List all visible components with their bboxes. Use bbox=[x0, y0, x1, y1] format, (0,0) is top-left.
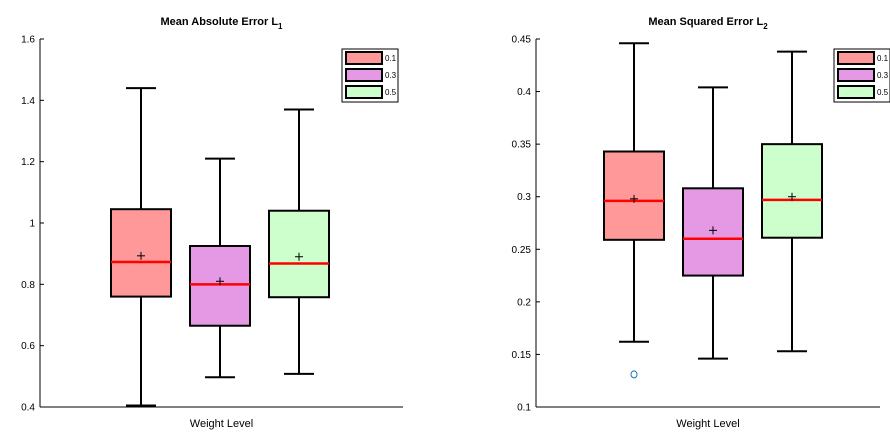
y-tick-label: 1.4 bbox=[21, 96, 35, 107]
box-0.1 bbox=[603, 42, 665, 379]
y-tick-label: 1 bbox=[29, 219, 35, 230]
box-0.5 bbox=[761, 50, 823, 353]
y-tick-label: 0.1 bbox=[517, 403, 531, 414]
y-tick-label: 0.6 bbox=[21, 341, 35, 352]
y-tick-label: 0.15 bbox=[512, 350, 532, 361]
chart-title-text: Mean Squared Error L bbox=[648, 16, 763, 28]
y-tick-label: 0.4 bbox=[21, 403, 35, 414]
box-0.3 bbox=[682, 86, 744, 360]
box-0.5 bbox=[268, 108, 330, 375]
legend-label: 0.5 bbox=[877, 88, 889, 97]
y-tick-label: 0.3 bbox=[517, 192, 531, 203]
chart-title-subscript: 2 bbox=[763, 22, 768, 31]
y-tick-label: 1.2 bbox=[21, 157, 35, 168]
legend-label: 0.3 bbox=[385, 71, 397, 80]
y-tick-label: 0.2 bbox=[517, 297, 531, 308]
y-tick-label: 1.6 bbox=[21, 35, 35, 46]
x-axis-label: Weight Level bbox=[676, 418, 739, 430]
box-0.3 bbox=[189, 157, 251, 379]
legend-swatch-0.1 bbox=[837, 51, 875, 65]
iqr-box bbox=[189, 245, 251, 327]
chart-panel-2: 0.1 0.15 0.2 0.25 0.3 0.35 0.4 0.45 Mean Squared… bbox=[512, 16, 890, 430]
y-tick-label: 0.35 bbox=[512, 140, 532, 151]
legend-swatch-0.5 bbox=[345, 85, 383, 99]
legend-swatch-0.5 bbox=[837, 85, 875, 99]
legend-label: 0.5 bbox=[385, 88, 397, 97]
box-0.1 bbox=[110, 87, 172, 407]
outlier-point bbox=[630, 370, 638, 379]
chart-title: Mean Squared Error L2 bbox=[648, 16, 768, 31]
legend: 0.1 0.3 0.5 bbox=[833, 48, 890, 103]
chart-panel-1: 0.4 0.6 0.8 1 1.2 1.4 1.6 Mean Absolute Error L… bbox=[21, 16, 403, 430]
y-tick-label: 0.25 bbox=[512, 245, 532, 256]
legend: 0.1 0.3 0.5 bbox=[341, 48, 399, 103]
chart-title-subscript: 1 bbox=[278, 22, 283, 31]
legend-swatch-0.3 bbox=[345, 68, 383, 82]
y-tick-label: 0.45 bbox=[512, 35, 532, 46]
legend-label: 0.3 bbox=[877, 71, 889, 80]
legend-label: 0.1 bbox=[877, 54, 889, 63]
legend-swatch-0.3 bbox=[837, 68, 875, 82]
y-tick-label: 0.8 bbox=[21, 280, 35, 291]
chart-title: Mean Absolute Error L1 bbox=[160, 16, 283, 31]
x-axis-label: Weight Level bbox=[190, 418, 253, 430]
legend-label: 0.1 bbox=[385, 54, 397, 63]
chart-title-text: Mean Absolute Error L bbox=[160, 16, 278, 28]
legend-swatch-0.1 bbox=[345, 51, 383, 65]
iqr-box bbox=[761, 143, 823, 239]
y-tick-label: 0.4 bbox=[517, 87, 531, 98]
